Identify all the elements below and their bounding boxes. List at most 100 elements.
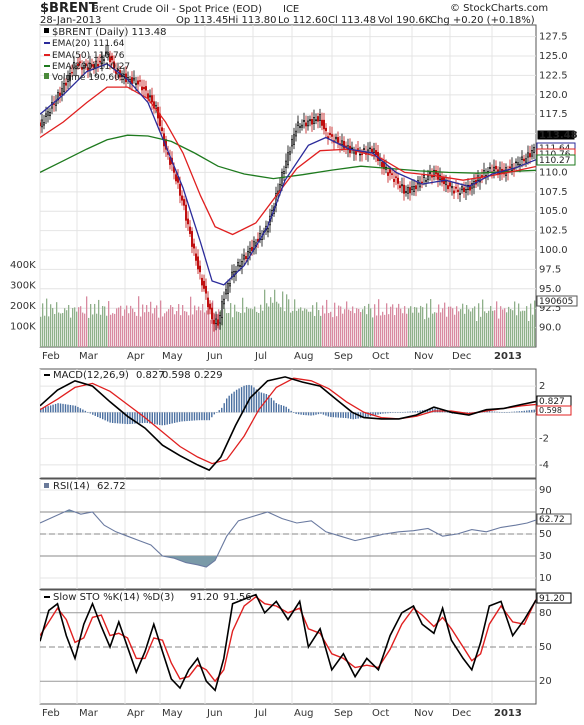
macd-histogram-bar [235, 389, 238, 413]
macd-histogram-bar [146, 412, 149, 424]
macd-histogram-bar [506, 412, 508, 413]
price-bar-body [67, 75, 70, 82]
volume-bar [462, 303, 464, 347]
volume-bar [80, 306, 82, 347]
price-bar-body [404, 191, 407, 193]
price-bar-body [330, 134, 333, 137]
macd-histogram-bar [273, 400, 275, 413]
price-bar-body [368, 147, 371, 150]
volume-bar [228, 312, 230, 347]
macd-histogram-bar [168, 412, 171, 425]
volume-bar [348, 309, 350, 347]
volume-bar [476, 321, 478, 347]
volume-bar [94, 303, 96, 347]
price-bar-body [69, 73, 72, 82]
macd-histogram-bar [402, 412, 404, 413]
price-bar-body [211, 307, 214, 320]
volume-bar [338, 305, 340, 347]
price-bar-body [213, 319, 216, 325]
price-bar-body [294, 130, 297, 137]
volume-bar [148, 311, 150, 347]
macd-histogram-bar [238, 388, 240, 413]
volume-bar [382, 311, 384, 347]
macd-histogram-bar [213, 412, 215, 415]
volume-bar [58, 312, 60, 347]
price-tick-label: 127.5 [539, 32, 568, 43]
volume-bar [532, 314, 534, 347]
volume-bar [416, 307, 418, 347]
volume-bar [478, 303, 480, 347]
rsi-line [40, 509, 536, 568]
volume-bar [334, 302, 336, 347]
volume-bar [342, 313, 344, 347]
macd-histogram-bar [531, 409, 533, 413]
volume-bar [326, 299, 328, 347]
price-bar-body [382, 161, 385, 170]
volume-bar [500, 306, 502, 347]
legend-ema200: EMA(200) 110.27 [52, 62, 130, 72]
volume-bar [436, 312, 438, 347]
macd-tick-label: -4 [539, 460, 549, 471]
price-bar-body [145, 86, 148, 91]
volume-bar [492, 310, 494, 347]
x-month-label-bottom: Feb [42, 708, 60, 719]
macd-histogram-bar [528, 410, 530, 413]
last-value-volume: 190605 [539, 297, 573, 307]
x-month-label: Mar [79, 351, 99, 362]
price-bar-body [189, 226, 192, 234]
macd-histogram-bar [300, 412, 302, 415]
macd-histogram-bar [178, 412, 181, 422]
volume-bar [506, 312, 508, 347]
volume-bar [488, 310, 490, 347]
macd-histogram-bar [218, 410, 220, 413]
macd-histogram-bar [114, 412, 116, 424]
volume-bar [460, 309, 462, 347]
volume-bar [346, 301, 348, 347]
macd-histogram-bar [523, 410, 525, 413]
volume-bar [54, 313, 56, 347]
volume-bar [288, 299, 290, 347]
volume-bar [290, 312, 292, 347]
volume-bar [176, 311, 178, 347]
price-bar-body [103, 59, 106, 61]
volume-bar [180, 315, 182, 347]
x-month-label-bottom: May [162, 708, 183, 719]
volume-bar [534, 300, 536, 347]
price-bar-body [514, 161, 517, 164]
macd-histogram-bar [159, 412, 161, 425]
macd-histogram-bar [191, 412, 193, 421]
volume-bar [438, 304, 440, 347]
price-bar-body [422, 175, 425, 178]
rsi-value: 62.72 [97, 481, 126, 492]
macd-histogram-bar [258, 391, 260, 413]
price-bar-body [237, 262, 240, 267]
macd-histogram-bar [350, 412, 352, 419]
volume-bar [400, 308, 402, 347]
volume-bar [220, 310, 222, 347]
price-bar-body [81, 66, 84, 70]
macd-histogram-bar [42, 407, 44, 413]
price-bar-body [185, 204, 188, 221]
volume-bar [258, 312, 260, 347]
ema50-line [40, 86, 536, 236]
volume-tick-label: 400K [10, 260, 36, 271]
volume-bar [140, 316, 142, 347]
macd-histogram-bar [166, 412, 168, 425]
price-bar-body [207, 297, 210, 308]
macd-histogram-bar [208, 412, 211, 421]
volume-bar [138, 296, 140, 347]
macd-histogram-bar [230, 393, 233, 413]
macd-histogram-bar [421, 410, 424, 413]
volume-bar [64, 308, 66, 347]
price-bar-body [360, 153, 363, 156]
volume-bar [278, 303, 280, 347]
macd-signal-last: 0.598 [539, 406, 562, 415]
price-bar-body [223, 298, 226, 305]
macd-histogram-bar [228, 395, 230, 413]
price-bar-body [410, 186, 413, 190]
macd-histogram-bar [270, 397, 273, 413]
macd-histogram-bar [124, 412, 126, 424]
macd-histogram-bar [40, 408, 42, 413]
price-bar-body [460, 186, 463, 191]
price-bar-body [510, 164, 513, 171]
